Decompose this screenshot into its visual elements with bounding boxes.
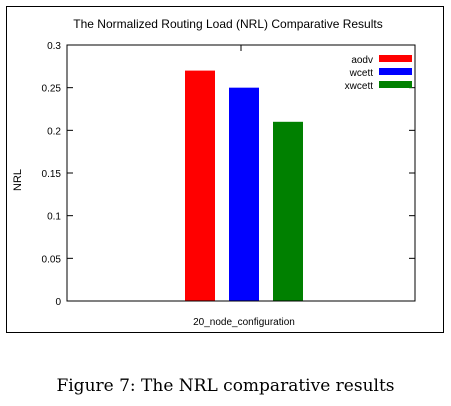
plot-area-border	[66, 44, 416, 302]
bar-aodv	[185, 70, 215, 301]
legend-label-xwcett: xwcett	[345, 81, 374, 92]
x-tick-label: 20_node_configuration	[193, 317, 295, 328]
legend-label-aodv: aodv	[351, 55, 373, 66]
y-axis-label: NRL	[12, 169, 24, 191]
y-tick-label: 0.05	[42, 254, 62, 265]
chart-frame: The Normalized Routing Load (NRL) Compar…	[6, 6, 444, 333]
y-tick-label: 0	[55, 297, 61, 308]
chart-title: The Normalized Routing Load (NRL) Compar…	[73, 17, 382, 31]
y-tick-label: 0.2	[47, 126, 61, 137]
bar-wcett	[229, 87, 259, 302]
y-axis-ticks: 0 0.05 0.1 0.15 0.2 0.25 0.3	[42, 41, 415, 308]
legend-swatch-xwcett	[379, 81, 412, 88]
figure-caption: Figure 7: The NRL comparative results	[56, 376, 395, 396]
legend: aodv wcett xwcett	[345, 55, 412, 92]
legend-swatch-aodv	[379, 55, 412, 62]
legend-label-wcett: wcett	[349, 68, 374, 79]
bar-xwcett	[273, 121, 303, 301]
y-tick-label: 0.15	[42, 169, 62, 180]
y-tick-label: 0.25	[42, 84, 62, 95]
bar-chart: The Normalized Routing Load (NRL) Compar…	[12, 17, 416, 328]
legend-swatch-wcett	[379, 68, 412, 75]
y-tick-label: 0.1	[47, 212, 61, 223]
bars	[185, 70, 303, 302]
y-tick-label: 0.3	[47, 41, 61, 52]
